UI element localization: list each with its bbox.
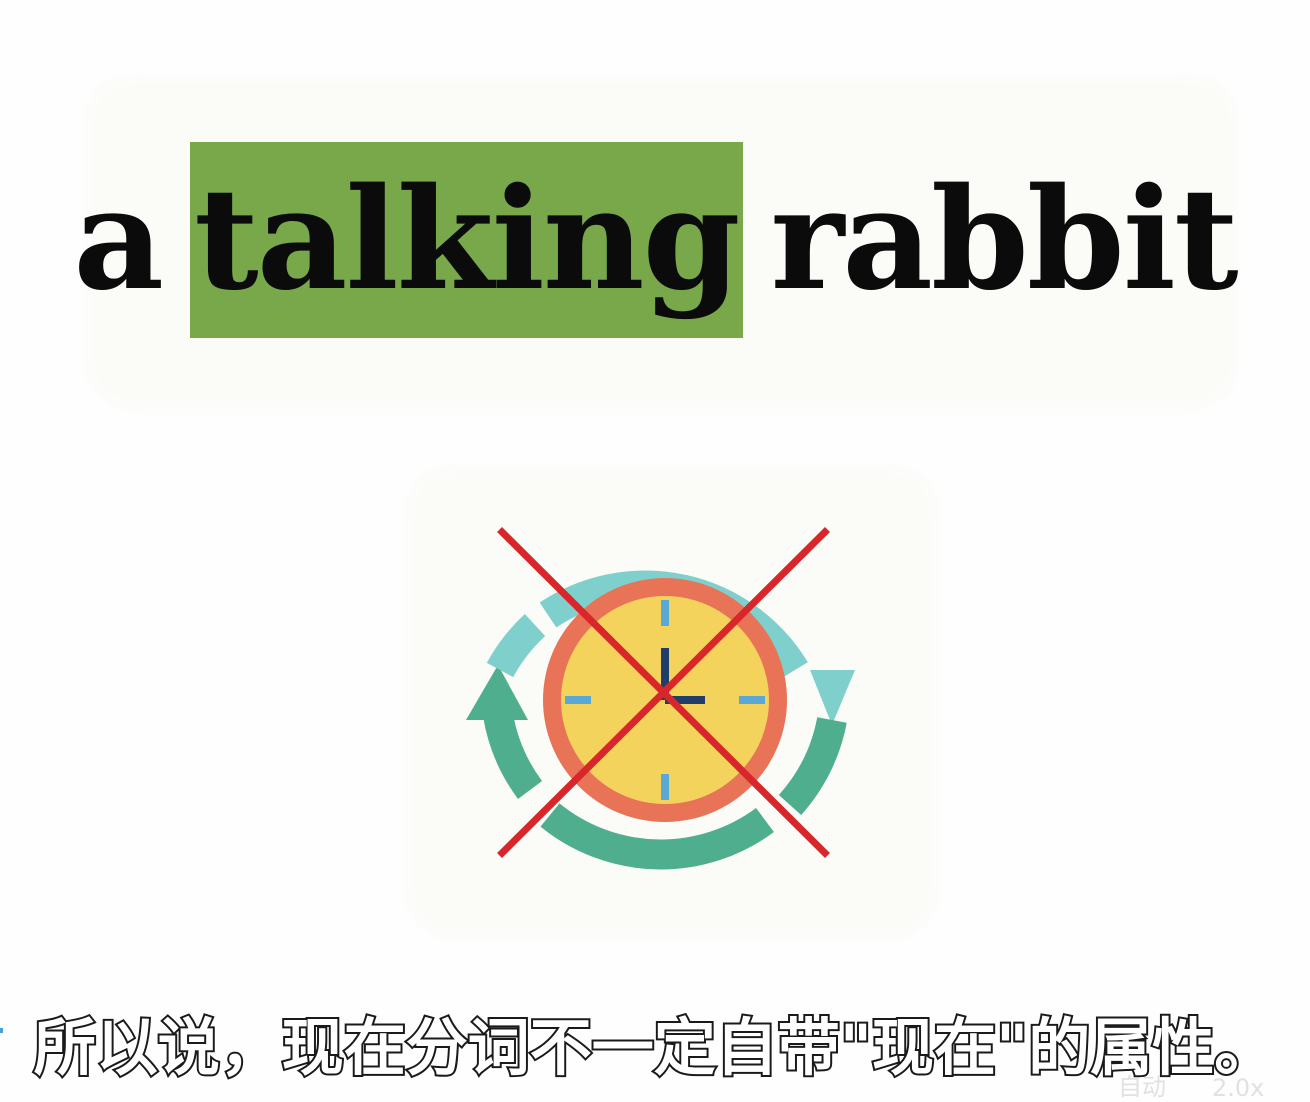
phrase-word-a: a: [73, 158, 164, 322]
cycle-arrows-icon: [466, 570, 855, 870]
playback-speed-label[interactable]: 2.0x: [1212, 1074, 1265, 1102]
phrase-word-talking-highlighted: talking: [190, 142, 743, 338]
subtitle-caption: 所以说，现在分词不一定自带"现在"的属性。: [32, 1009, 1279, 1086]
progress-edge-marker: [0, 1028, 3, 1033]
red-cross-icon: [497, 527, 830, 858]
auto-quality-label[interactable]: 自动: [1118, 1073, 1166, 1101]
phrase-word-rabbit: rabbit: [770, 158, 1239, 322]
crossed-out-clock-cycle-icon: [466, 527, 855, 870]
clock-icon: [543, 578, 787, 822]
phrase-line: a talking rabbit: [0, 140, 1310, 340]
